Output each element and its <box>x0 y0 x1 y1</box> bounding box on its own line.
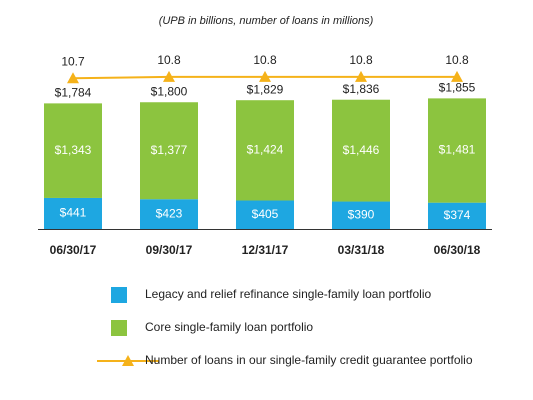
x-tick-label: 06/30/18 <box>434 243 481 257</box>
legend-swatch <box>111 320 127 336</box>
bar-label: $1,377 <box>151 143 188 157</box>
line-marker <box>355 70 367 82</box>
total-label: $1,836 <box>343 82 380 96</box>
line-marker <box>259 70 271 82</box>
bar <box>428 202 486 229</box>
bar-label: $1,481 <box>439 143 476 157</box>
bar-label: $423 <box>156 206 183 220</box>
legend-label: Legacy and relief refinance single-famil… <box>145 287 431 301</box>
line-label: 10.8 <box>253 53 277 67</box>
bar <box>140 102 198 200</box>
x-tick-label: 03/31/18 <box>338 243 385 257</box>
legend-swatch <box>111 287 127 303</box>
legend-label: Core single-family loan portfolio <box>145 320 313 334</box>
line-marker <box>451 70 463 82</box>
bar <box>236 100 294 201</box>
line-label: 10.8 <box>349 53 373 67</box>
chart-subtitle: (UPB in billions, number of loans in mil… <box>159 15 374 27</box>
bar-label: $374 <box>444 208 471 222</box>
legend-marker <box>122 355 134 366</box>
line-label: 10.7 <box>61 54 85 68</box>
line-label: 10.8 <box>157 53 181 67</box>
bar-label: $1,446 <box>343 143 380 157</box>
x-tick-label: 09/30/17 <box>146 243 193 257</box>
bar-label: $1,343 <box>55 143 92 157</box>
bar-label: $405 <box>252 207 279 221</box>
bar <box>428 98 486 203</box>
bar-label: $1,424 <box>247 143 284 157</box>
total-label: $1,800 <box>151 84 188 98</box>
x-tick-label: 06/30/17 <box>50 243 97 257</box>
line-marker <box>67 72 79 84</box>
bar-label: $441 <box>60 206 87 220</box>
total-label: $1,855 <box>439 81 476 95</box>
bar <box>236 200 294 229</box>
legend-label: Number of loans in our single-family cre… <box>145 353 473 367</box>
x-tick-label: 12/31/17 <box>242 243 289 257</box>
bar <box>332 99 390 202</box>
line-marker <box>163 70 175 82</box>
bar-label: $390 <box>348 207 375 221</box>
line-label: 10.8 <box>445 53 469 67</box>
total-label: $1,784 <box>55 86 92 100</box>
bar <box>44 197 102 229</box>
bar <box>140 199 198 229</box>
total-label: $1,829 <box>247 82 284 96</box>
bar <box>44 103 102 198</box>
bar <box>332 201 390 229</box>
